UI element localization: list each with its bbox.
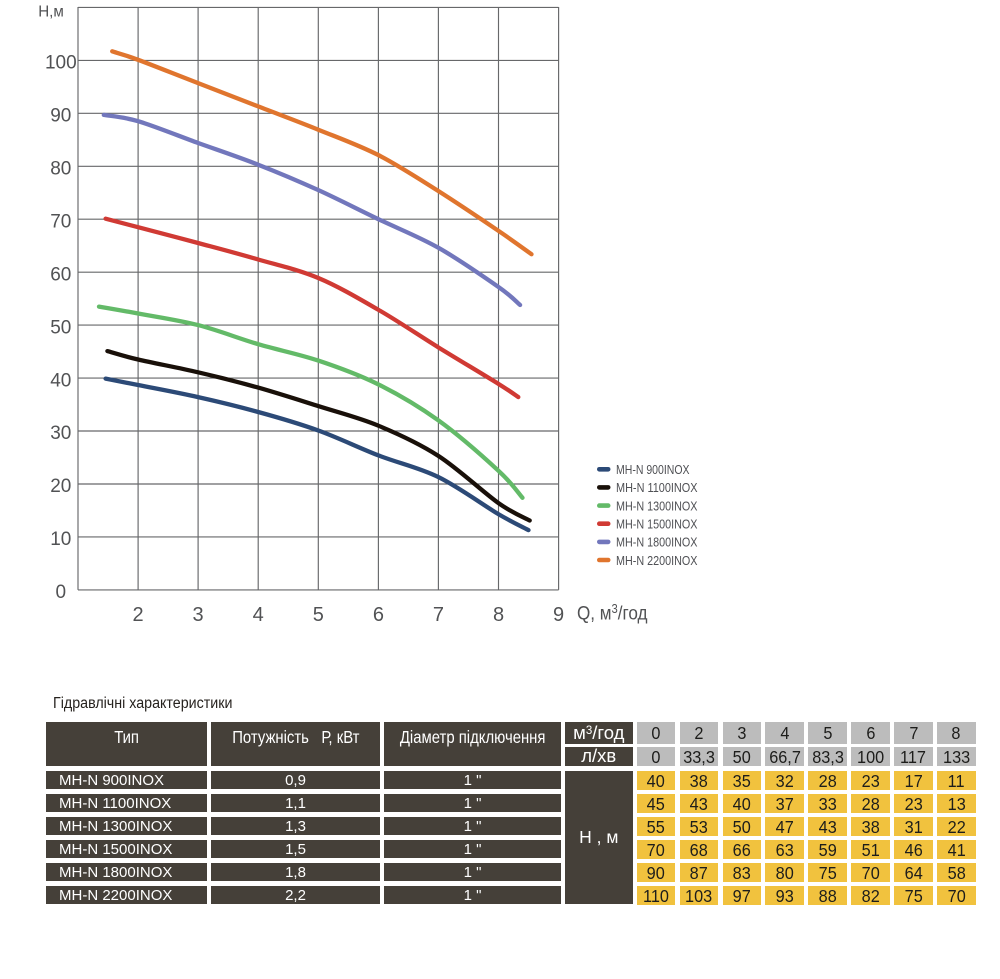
svg-text:MH-N 1100INOX: MH-N 1100INOX <box>616 480 698 495</box>
svg-text:MH-N 1500INOX: MH-N 1500INOX <box>616 517 698 532</box>
svg-text:Q, м3/год: Q, м3/год <box>577 601 648 623</box>
svg-text:7: 7 <box>433 604 444 626</box>
svg-text:MH-N 1300INOX: MH-N 1300INOX <box>616 498 698 513</box>
svg-text:MH-N 1800INOX: MH-N 1800INOX <box>616 535 698 550</box>
svg-text:70: 70 <box>50 211 71 232</box>
svg-text:6: 6 <box>373 604 384 626</box>
svg-text:40: 40 <box>50 370 71 391</box>
svg-text:5: 5 <box>313 604 324 626</box>
svg-text:MH-N 2200INOX: MH-N 2200INOX <box>616 553 698 568</box>
svg-text:MH-N 900INOX: MH-N 900INOX <box>616 462 690 477</box>
svg-text:60: 60 <box>50 264 71 285</box>
svg-text:Н,м: Н,м <box>38 3 64 20</box>
svg-text:20: 20 <box>50 476 71 497</box>
svg-text:30: 30 <box>50 423 71 444</box>
svg-text:50: 50 <box>50 317 71 338</box>
svg-text:4: 4 <box>253 604 264 626</box>
svg-text:2: 2 <box>133 604 144 626</box>
svg-text:3: 3 <box>193 604 204 626</box>
svg-text:8: 8 <box>493 604 504 626</box>
svg-text:10: 10 <box>50 529 71 550</box>
svg-text:0: 0 <box>56 582 67 603</box>
svg-text:100: 100 <box>45 53 77 74</box>
svg-text:80: 80 <box>50 159 71 180</box>
svg-text:9: 9 <box>553 604 564 626</box>
svg-text:90: 90 <box>50 106 71 127</box>
